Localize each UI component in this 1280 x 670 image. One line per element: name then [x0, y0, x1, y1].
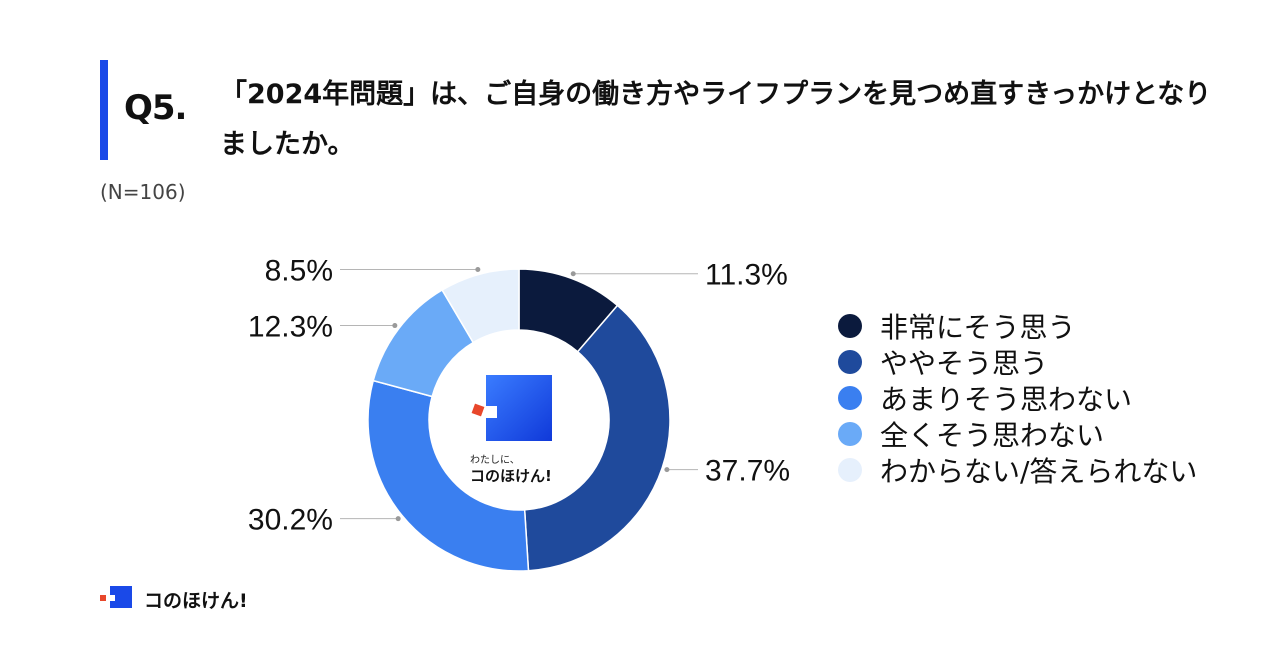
logo-tagline: わたしに、	[470, 455, 520, 466]
leader-line	[340, 267, 481, 273]
legend-label: ややそう思う	[880, 347, 1049, 380]
sample-size: (N=106)	[100, 180, 186, 204]
donut-slice	[441, 268, 520, 344]
value-label: 30.2%	[248, 504, 333, 537]
logo-brand: コのほけん!	[470, 467, 552, 485]
footer-brand: コのほけん!	[144, 590, 248, 612]
legend-swatch-icon	[838, 350, 862, 374]
value-label: 12.3%	[248, 311, 333, 344]
question-number: Q5.	[124, 88, 187, 128]
value-label: 8.5%	[265, 255, 333, 288]
legend-swatch-icon	[838, 422, 862, 446]
leader-line	[340, 323, 398, 329]
legend-swatch-icon	[838, 314, 862, 338]
leader-line	[664, 467, 698, 473]
logo-accent-icon	[471, 403, 485, 417]
footer-logo: コのほけん!	[98, 584, 298, 614]
legend-label: 全くそう思わない	[880, 419, 1105, 452]
legend-item: 非常にそう思う	[838, 308, 1197, 344]
legend-label: あまりそう思わない	[880, 383, 1133, 416]
legend-item: わからない/答えられない	[838, 452, 1197, 488]
accent-bar	[100, 60, 108, 160]
leader-line	[570, 271, 698, 277]
value-label: 11.3%	[705, 259, 788, 292]
leader-line	[340, 516, 401, 522]
value-label: 37.7%	[705, 455, 790, 488]
legend-swatch-icon	[838, 386, 862, 410]
donut-slice	[367, 379, 530, 572]
question-text: 「2024年問題」は、ご自身の働き方やライフプランを見つめ直すきっかけとなりまし…	[220, 79, 1212, 160]
footer-logo-icon	[110, 586, 132, 608]
legend-item: あまりそう思わない	[838, 380, 1197, 416]
legend-label: 非常にそう思う	[880, 311, 1076, 344]
legend-swatch-icon	[838, 458, 862, 482]
donut-slice	[523, 304, 671, 572]
legend-label: わからない/答えられない	[880, 455, 1198, 488]
chart-legend: 非常にそう思う ややそう思う あまりそう思わない 全くそう思わない わからない/答えられ…	[838, 308, 1197, 488]
legend-item: 全くそう思わない	[838, 416, 1197, 452]
center-logo: わたしに、 コのほけん!	[470, 375, 560, 485]
legend-item: ややそう思う	[838, 344, 1197, 380]
logo-square-icon	[486, 375, 552, 441]
